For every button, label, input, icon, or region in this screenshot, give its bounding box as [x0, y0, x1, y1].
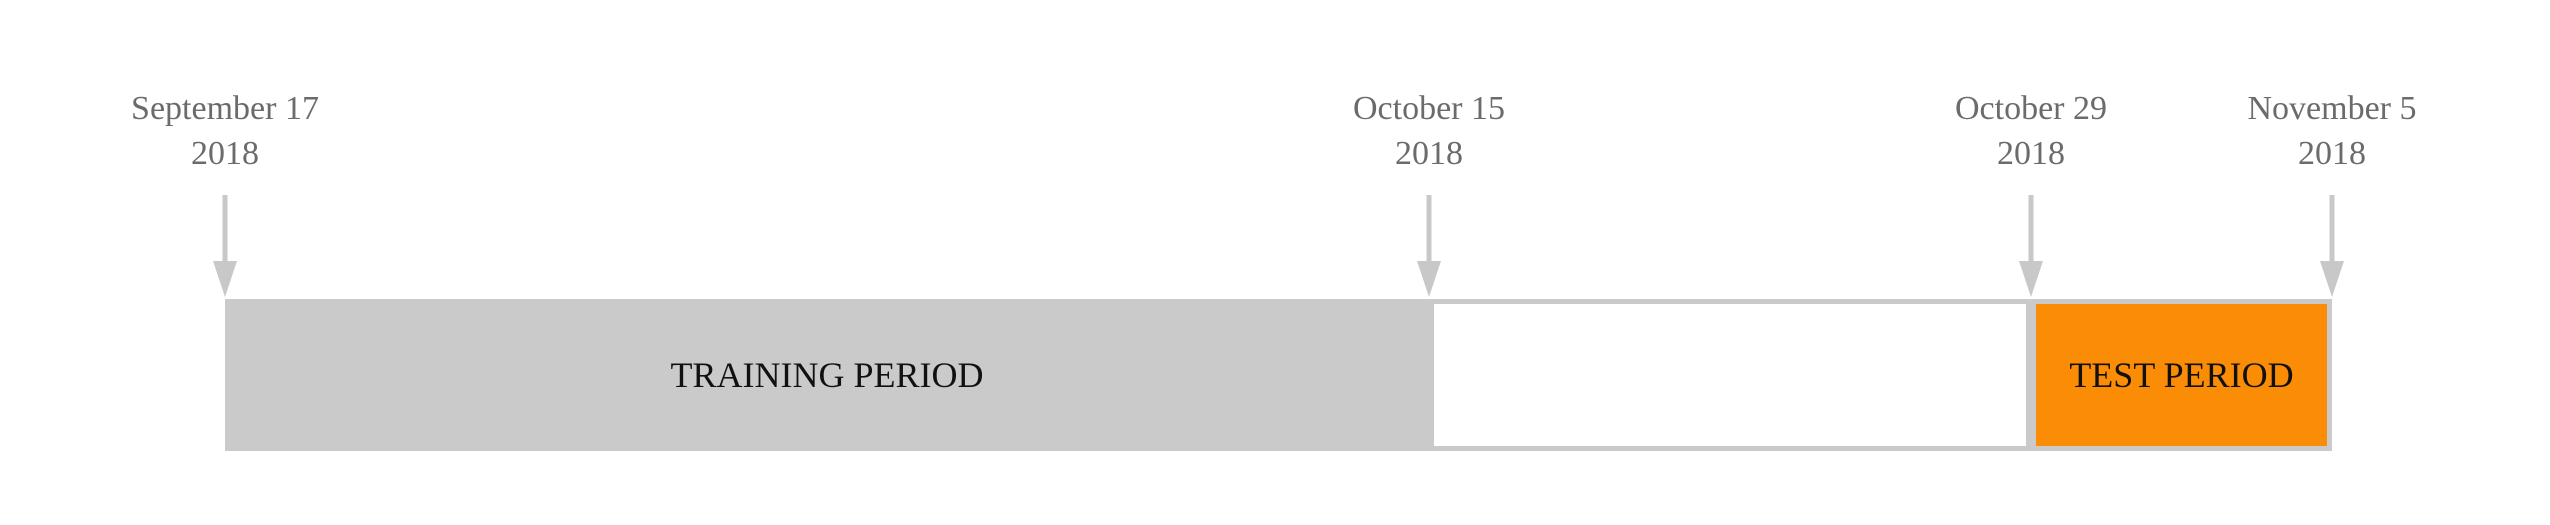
date-label: October 15 2018: [1353, 90, 1505, 172]
segment-label: TRAINING PERIOD: [671, 355, 984, 395]
date-label-year: 2018: [1395, 135, 1463, 172]
date-arrow: [1417, 195, 1441, 297]
segment-label: TEST PERIOD: [2069, 355, 2293, 395]
arrow-head: [2019, 261, 2043, 297]
date-arrow: [2019, 195, 2043, 297]
date-arrows: [213, 195, 2344, 297]
timeline-bar: TRAINING PERIOD TEST PERIOD: [225, 299, 2332, 451]
date-label-year: 2018: [1997, 135, 2065, 172]
date-label-day: October 29: [1955, 90, 2107, 127]
date-arrow: [213, 195, 237, 297]
segment-gap: [1429, 299, 2031, 451]
segment-test-period: TEST PERIOD: [2031, 299, 2332, 451]
segment-training-period: TRAINING PERIOD: [225, 299, 1429, 451]
date-label: October 29 2018: [1955, 90, 2107, 172]
date-label-day: November 5: [2247, 90, 2416, 127]
date-label-day: September 17: [131, 90, 319, 127]
date-label-year: 2018: [2298, 135, 2366, 172]
date-label: September 17 2018: [131, 90, 319, 172]
date-label: November 5 2018: [2247, 90, 2416, 172]
segment-box: [225, 299, 1429, 451]
segment-box: [2031, 299, 2332, 451]
date-label-year: 2018: [191, 135, 259, 172]
arrow-head: [2320, 261, 2344, 297]
date-label-day: October 15: [1353, 90, 1505, 127]
date-arrow: [2320, 195, 2344, 297]
segment-box: [1429, 299, 2031, 451]
arrow-head: [213, 261, 237, 297]
arrow-head: [1417, 261, 1441, 297]
